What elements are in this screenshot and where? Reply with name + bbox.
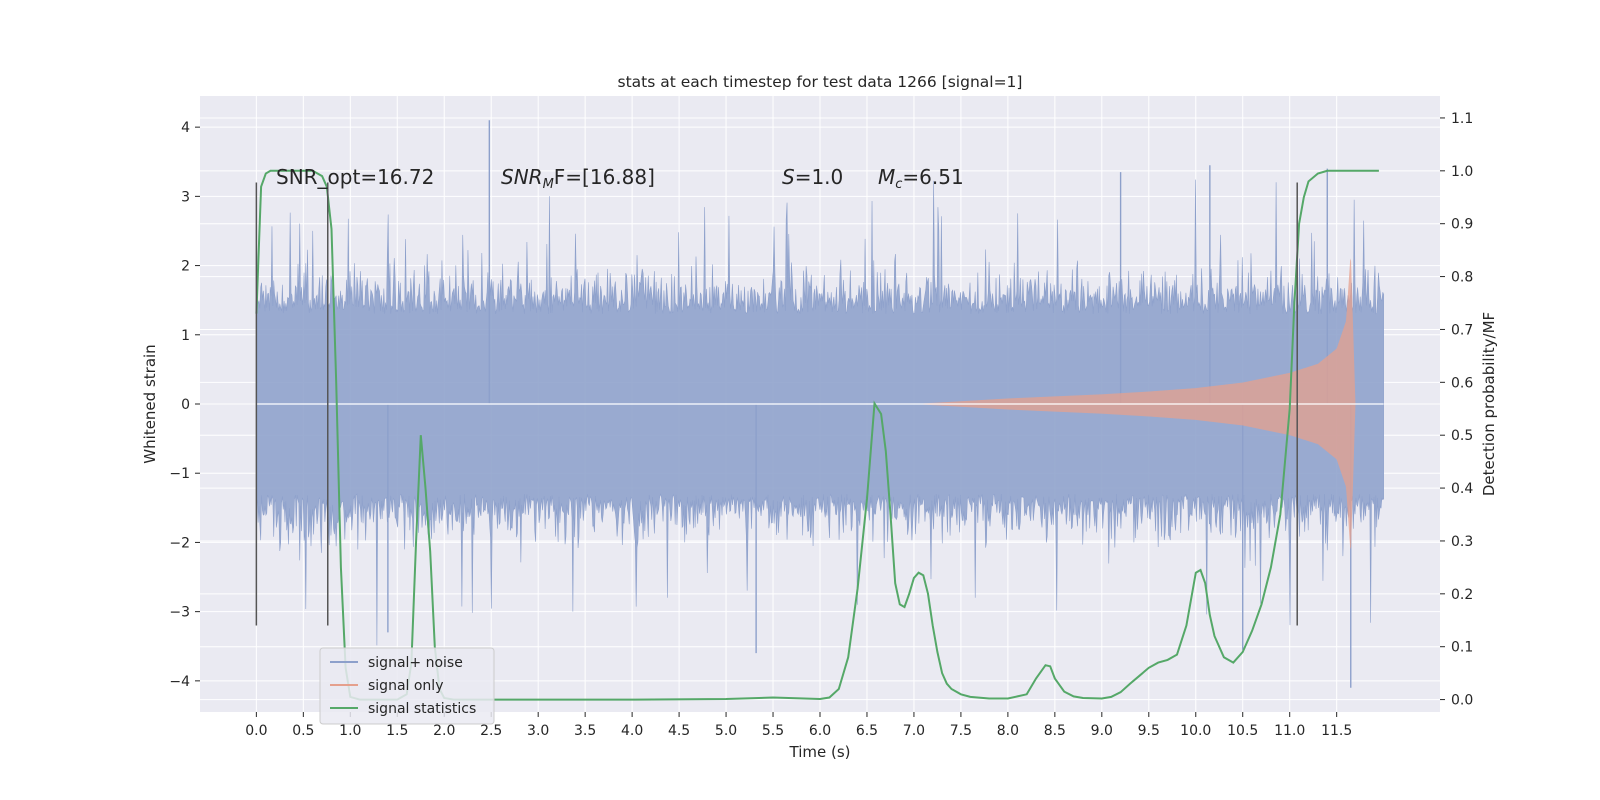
y-right-tick-label: 0.8 [1451,270,1473,286]
x-tick-label: 1.5 [386,723,408,739]
annotation-snr-opt: SNR_opt=16.72 [276,165,434,189]
signal-noise-band [256,179,1384,646]
x-tick-label: 0.0 [245,723,267,739]
legend-label-signal-noise: signal+ noise [368,655,463,671]
y-tick-label: −4 [169,674,190,690]
legend-label-signal-only: signal only [368,678,443,694]
annotations: SNR_opt=16.72 SNRMF=[16.88] S=1.0 Mc=6.5… [276,165,964,192]
vertical-lines [255,182,1298,626]
x-tick-label: 8.0 [997,723,1019,739]
x-tick-label: 4.5 [668,723,690,739]
y-right-tick-label: 0.6 [1451,375,1473,391]
y-axis-label-right: Detection probability/MF [1480,312,1498,496]
legend-label-signal-statistics: signal statistics [368,701,476,717]
y-tick-label: 1 [181,328,190,344]
y-right-tick-label: 1.0 [1451,164,1473,180]
x-tick-label: 9.0 [1091,723,1113,739]
annotation-s-symbol: S [782,165,795,189]
x-tick-label: 6.5 [856,723,878,739]
y-right-tick-label: 0.2 [1451,587,1473,603]
x-tick-label: 11.0 [1274,723,1305,739]
x-tick-label: 11.5 [1321,723,1352,739]
x-tick-label: 0.5 [292,723,314,739]
annotation-s-value: =1.0 [795,165,844,189]
annotation-mc-value: =6.51 [902,165,963,189]
annotation-mc: Mc=6.51 [878,165,964,192]
y-tick-label: 0 [181,397,190,413]
x-tick-label: 5.0 [715,723,737,739]
x-tick-label: 7.0 [903,723,925,739]
y-right-tick-label: 0.7 [1451,322,1473,338]
legend: signal+ noise signal only signal statist… [319,647,495,725]
annotation-snr-mf: SNRMF=[16.88] [501,165,655,192]
annotation-s: S=1.0 [782,165,843,189]
x-tick-label: 10.0 [1180,723,1211,739]
x-tick-label: 8.5 [1044,723,1066,739]
y-tick-label: −1 [169,466,190,482]
annotation-snr-mf-value: F=[16.88] [554,165,655,189]
annotation-snr-mf-symbol: SNR [501,165,543,189]
legend-box [319,647,495,725]
x-tick-label: 6.0 [809,723,831,739]
x-tick-label: 2.5 [480,723,502,739]
y-right-tick-label: 0.5 [1451,428,1473,444]
annotation-mc-subscript: c [895,177,902,192]
x-tick-label: 4.0 [621,723,643,739]
y-right-tick-label: 0.9 [1451,217,1473,233]
axes: 0.0 0.5 1.0 1.5 2.0 2.5 3.0 3.5 4.0 4.5 5.0 5.5 6.0 6… [169,111,1473,739]
y-tick-label: −2 [169,535,190,551]
y-right-tick-label: 0.0 [1451,693,1473,709]
x-tick-label: 1.0 [339,723,361,739]
y-tick-label: −3 [169,605,190,621]
y-right-tick-label: 0.4 [1451,481,1473,497]
chart-title: stats at each timestep for test data 126… [618,73,1023,91]
x-tick-label: 10.5 [1227,723,1258,739]
y-axis-label: Whitened strain [141,344,159,463]
y-tick-label: 3 [181,189,190,205]
x-tick-label: 3.5 [574,723,596,739]
annotation-snr-mf-subscript: M [543,177,554,192]
x-tick-label: 3.0 [527,723,549,739]
y-tick-label: 2 [181,259,190,275]
x-tick-label: 7.5 [950,723,972,739]
y-right-tick-label: 0.3 [1451,534,1473,550]
x-tick-label: 9.5 [1138,723,1160,739]
y-right-tick-label: 1.1 [1451,111,1473,127]
y-tick-label: 4 [181,120,190,136]
annotation-mc-symbol: M [878,165,895,189]
x-tick-label: 5.5 [762,723,784,739]
x-axis-label: Time (s) [789,743,851,761]
y-right-tick-label: 0.1 [1451,640,1473,656]
x-tick-label: 2.0 [433,723,455,739]
